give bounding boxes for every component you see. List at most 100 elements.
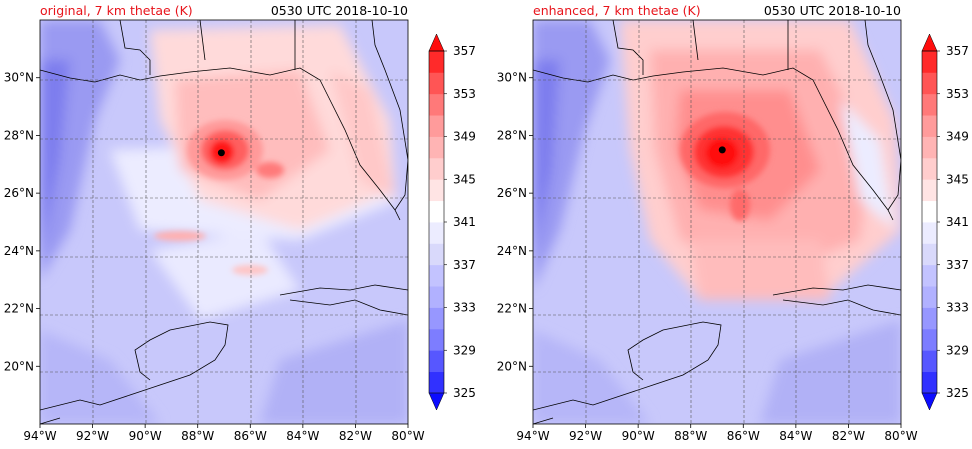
thetae-field-original [40,20,408,424]
colorbar-segment [922,93,937,116]
colorbar-segment [429,328,444,351]
lat-tick-label: 30°N [4,71,34,85]
colorbar-segment [429,371,444,394]
colorbar-tick-label: 337 [946,258,969,272]
panel-time-original: 0530 UTC 2018-10-10 [271,3,408,18]
colorbar-segment [429,136,444,159]
colorbar-segment [429,350,444,373]
lon-tick-label: 80°W [391,429,424,443]
lon-tick-label: 82°W [832,429,865,443]
lat-tick-label: 20°N [4,359,34,373]
lon-tick-label: 88°W [181,429,214,443]
lon-tick-label: 84°W [779,429,812,443]
panel-time-enhanced: 0530 UTC 2018-10-10 [764,3,901,18]
colorbar-segment [922,371,937,394]
coastlines-original [40,20,408,424]
colorbar-enhanced: 357 353 349 345 341 337 333 329 325 [921,33,969,411]
colorbar-extend-high [921,33,938,52]
colorbar-segment [429,222,444,244]
colorbar-extend-low [428,392,445,411]
panel-title-enhanced: enhanced, 7 km thetae (K) [533,3,701,18]
colorbar-original: 357 353 349 345 341 337 333 329 325 [428,33,476,411]
lat-tick-label: 30°N [497,71,527,85]
lon-tick-label: 90°W [129,429,162,443]
colorbar-segment [429,264,444,287]
lat-tick-label: 24°N [497,244,527,258]
gridlines-original [40,20,408,424]
colorbar-segment [429,286,444,308]
colorbar-extend-high [428,33,445,52]
lon-tick-label: 94°W [516,429,549,443]
colorbar-segment [429,157,444,180]
lat-tick-label: 22°N [497,302,527,316]
colorbar-tick-label: 337 [453,258,476,272]
lat-tick-label: 20°N [497,359,527,373]
colorbar-tick-label: 357 [946,44,969,58]
colorbar-segment [429,115,444,137]
lon-tick-label: 92°W [76,429,109,443]
colorbar-tick-label: 329 [453,343,476,357]
panel-original: original, 7 km thetae (K) 0530 UTC 2018-… [4,3,425,443]
colorbar-tick-label: 349 [453,130,476,144]
colorbar-segment [922,243,937,266]
colorbar-tick-label: 333 [453,301,476,315]
gridlines-enhanced [533,20,901,424]
colorbar-tick-label: 341 [946,215,969,229]
lon-tick-label: 84°W [286,429,319,443]
lat-tick-label: 28°N [497,128,527,142]
colorbar-segment [429,51,444,73]
colorbar-segment [922,51,937,73]
colorbar-tick-label: 329 [946,343,969,357]
lat-tick-label: 26°N [4,186,34,200]
map-frame-original [39,19,409,425]
map-frame-enhanced [532,19,902,425]
colorbar-segment [922,179,937,202]
lon-tick-label: 86°W [234,429,267,443]
lat-tick-label: 28°N [4,128,34,142]
storm-center-marker-original [217,149,225,157]
colorbar-segment [922,264,937,287]
lon-tick-label: 94°W [23,429,56,443]
colorbar-tick-label: 325 [453,386,476,400]
colorbar-segment [922,350,937,373]
colorbar-tick-label: 345 [946,172,969,186]
colorbar-segment [429,72,444,95]
colorbar-segment [922,115,937,137]
colorbar-extend-low [921,392,938,411]
colorbar-segment [429,307,444,330]
lat-tick-label: 22°N [4,302,34,316]
lat-tick-label: 24°N [4,244,34,258]
colorbar-segment [922,157,937,180]
lat-tick-label: 26°N [497,186,527,200]
colorbar-tick-label: 325 [946,386,969,400]
panel-enhanced: enhanced, 7 km thetae (K) 0530 UTC 2018-… [497,3,918,443]
colorbar-segment [922,200,937,223]
colorbar-segment [922,136,937,159]
lon-tick-label: 88°W [674,429,707,443]
axis-ticks-enhanced: 94°W 92°W 90°W 88°W 86°W 84°W 82°W 80°W 30°N 28°N… [497,71,918,443]
colorbar-tick-label: 345 [453,172,476,186]
colorbar-tick-label: 357 [453,44,476,58]
coastlines-enhanced [533,20,901,424]
lon-tick-label: 90°W [622,429,655,443]
colorbar-tick-label: 353 [946,87,969,101]
colorbar-segment [429,200,444,223]
panel-title-original: original, 7 km thetae (K) [40,3,193,18]
colorbar-segment [922,286,937,308]
colorbar-segment [922,72,937,95]
colorbar-tick-label: 349 [946,130,969,144]
thetae-field-enhanced [533,20,901,424]
colorbar-segment [922,328,937,351]
storm-center-marker-enhanced [718,146,726,154]
colorbar-segment [429,179,444,202]
colorbar-tick-label: 353 [453,87,476,101]
lon-tick-label: 82°W [339,429,372,443]
axis-ticks-original: 94°W 92°W 90°W 88°W 86°W 84°W 82°W 80°W 30°N 28°N… [4,71,425,443]
lon-tick-label: 80°W [884,429,917,443]
colorbar-tick-label: 333 [946,301,969,315]
colorbar-segment [429,93,444,116]
colorbar-tick-label: 341 [453,215,476,229]
lon-tick-label: 86°W [727,429,760,443]
lon-tick-label: 92°W [569,429,602,443]
